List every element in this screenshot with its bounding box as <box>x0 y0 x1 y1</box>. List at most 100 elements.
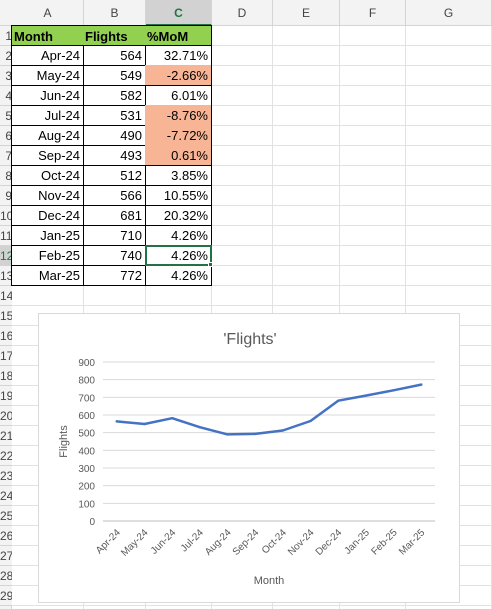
row-header-4[interactable]: 4 <box>0 86 12 106</box>
column-header-g[interactable]: G <box>406 0 492 26</box>
row-header-8[interactable]: 8 <box>0 166 12 186</box>
row-header-10[interactable]: 10 <box>0 206 12 226</box>
cell-month[interactable]: Feb-25 <box>11 245 84 266</box>
cell-month[interactable]: Apr-24 <box>11 45 84 66</box>
row-header-14[interactable]: 14 <box>0 286 12 306</box>
cell-mom[interactable]: 4.26% <box>145 225 212 246</box>
row-header-29[interactable]: 29 <box>0 586 12 606</box>
column-header-f[interactable]: F <box>340 0 406 26</box>
cell-month[interactable]: Jun-24 <box>11 85 84 106</box>
cell-flights[interactable]: 740 <box>83 245 146 266</box>
y-axis-title: Flights <box>58 425 70 458</box>
row-header-12[interactable]: 12 <box>0 246 12 266</box>
cell-month[interactable]: Jul-24 <box>11 105 84 126</box>
y-tick-label: 800 <box>78 376 95 387</box>
column-header-a[interactable]: A <box>12 0 84 26</box>
cell-month[interactable]: May-24 <box>11 65 84 86</box>
x-tick-label: Mar-25 <box>397 527 427 557</box>
x-tick-label: Jan-25 <box>343 527 373 557</box>
gridline-horizontal <box>12 65 492 66</box>
row-header-25[interactable]: 25 <box>0 506 12 526</box>
x-tick-label: Feb-25 <box>369 527 399 557</box>
row-header-23[interactable]: 23 <box>0 466 12 486</box>
cell-mom[interactable]: -8.76% <box>145 105 212 126</box>
row-header-21[interactable]: 21 <box>0 426 12 446</box>
cell-flights[interactable]: 564 <box>83 45 146 66</box>
chart-title: 'Flights' <box>223 331 276 348</box>
row-header-17[interactable]: 17 <box>0 346 12 366</box>
cell-flights[interactable]: 490 <box>83 125 146 146</box>
cell-mom[interactable]: 20.32% <box>145 205 212 226</box>
row-header-13[interactable]: 13 <box>0 266 12 286</box>
cell-flights[interactable]: 512 <box>83 165 146 186</box>
y-tick-label: 0 <box>89 517 95 528</box>
header-cell-month[interactable]: Month <box>11 25 84 46</box>
data-point <box>392 389 395 392</box>
row-header-16[interactable]: 16 <box>0 326 12 346</box>
row-header-5[interactable]: 5 <box>0 106 12 126</box>
cell-flights[interactable]: 582 <box>83 85 146 106</box>
cell-mom[interactable]: 6.01% <box>145 85 212 106</box>
column-header-b[interactable]: B <box>84 0 146 26</box>
cell-flights[interactable]: 549 <box>83 65 146 86</box>
cell-month[interactable]: Mar-25 <box>11 265 84 286</box>
cell-mom[interactable]: 3.85% <box>145 165 212 186</box>
row-header-27[interactable]: 27 <box>0 546 12 566</box>
cell-flights[interactable]: 710 <box>83 225 146 246</box>
column-header-e[interactable]: E <box>273 0 340 26</box>
chart-svg: 'Flights' 0 100 200 300 400 500 600 700 800 900 Apr… <box>58 331 435 587</box>
x-tick-label: Aug-24 <box>203 527 234 558</box>
cell-month[interactable]: Nov-24 <box>11 185 84 206</box>
cell-flights[interactable]: 681 <box>83 205 146 226</box>
row-header-6[interactable]: 6 <box>0 126 12 146</box>
cell-flights[interactable]: 493 <box>83 145 146 166</box>
gridline-horizontal <box>12 105 492 106</box>
row-header-18[interactable]: 18 <box>0 366 12 386</box>
row-header-11[interactable]: 11 <box>0 226 12 246</box>
row-header-22[interactable]: 22 <box>0 446 12 466</box>
row-header-20[interactable]: 20 <box>0 406 12 426</box>
row-header-15[interactable]: 15 <box>0 306 12 326</box>
header-cell-mom[interactable]: %MoM <box>145 25 212 46</box>
line-chart[interactable]: 'Flights' 0 100 200 300 400 500 600 700 800 900 Apr… <box>38 313 460 603</box>
cell-mom[interactable]: 32.71% <box>145 45 212 66</box>
cell-mom[interactable]: -7.72% <box>145 125 212 146</box>
x-tick-label: Sep-24 <box>231 527 262 558</box>
row-header-24[interactable]: 24 <box>0 486 12 506</box>
cell-month[interactable]: Aug-24 <box>11 125 84 146</box>
series-line <box>115 383 423 436</box>
row-header-3[interactable]: 3 <box>0 66 12 86</box>
cell-mom[interactable]: 4.26% <box>145 265 212 286</box>
gridline-horizontal <box>12 85 492 86</box>
cell-mom[interactable]: 10.55% <box>145 185 212 206</box>
column-header-bar <box>0 0 492 26</box>
cell-flights[interactable]: 772 <box>83 265 146 286</box>
cell-month[interactable]: Dec-24 <box>11 205 84 226</box>
row-header-9[interactable]: 9 <box>0 186 12 206</box>
row-header-7[interactable]: 7 <box>0 146 12 166</box>
data-point <box>420 383 423 386</box>
row-header-26[interactable]: 26 <box>0 526 12 546</box>
x-tick-label: Jun-24 <box>149 527 179 557</box>
cell-mom[interactable]: 0.61% <box>145 145 212 166</box>
data-point <box>171 417 174 420</box>
row-header-19[interactable]: 19 <box>0 386 12 406</box>
cell-flights[interactable]: 566 <box>83 185 146 206</box>
cell-mom[interactable]: 4.26% <box>145 245 212 266</box>
cell-month[interactable]: Oct-24 <box>11 165 84 186</box>
gridline-horizontal <box>12 305 492 306</box>
cell-mom[interactable]: -2.66% <box>145 65 212 86</box>
fill-handle[interactable] <box>208 262 213 267</box>
cell-flights[interactable]: 531 <box>83 105 146 126</box>
row-header-28[interactable]: 28 <box>0 566 12 586</box>
cell-month[interactable]: Sep-24 <box>11 145 84 166</box>
column-header-d[interactable]: D <box>212 0 273 26</box>
cell-month[interactable]: Jan-25 <box>11 225 84 246</box>
data-point <box>281 429 284 432</box>
column-header-c[interactable]: C <box>146 0 212 26</box>
row-header-2[interactable]: 2 <box>0 46 12 66</box>
gridline-horizontal <box>12 285 492 286</box>
header-cell-flights[interactable]: Flights <box>83 25 146 46</box>
row-header-1[interactable]: 1 <box>0 26 12 46</box>
